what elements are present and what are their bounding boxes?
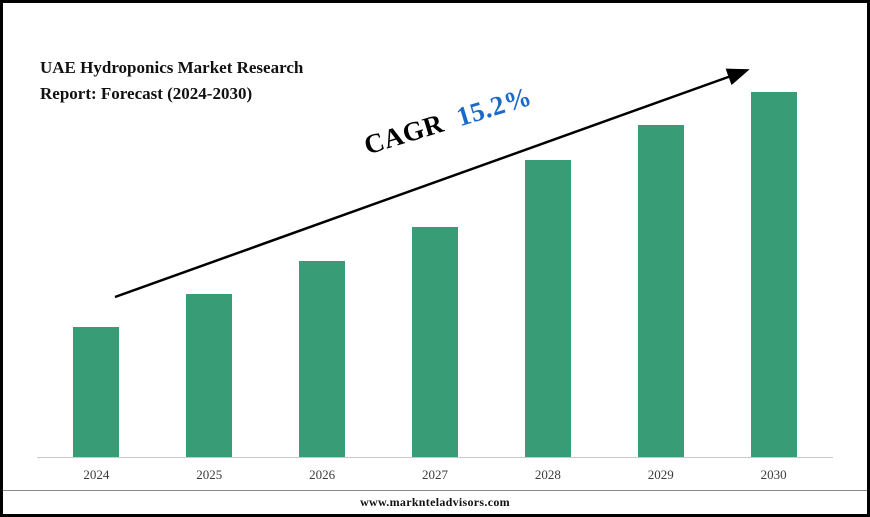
bar-2024	[73, 327, 120, 457]
x-tick-label: 2026	[309, 467, 336, 482]
bar-column	[379, 57, 492, 457]
x-axis-labels: 2024 2025 2026 2027 2028 2029 2030	[40, 467, 830, 483]
bar-2026	[299, 261, 346, 457]
bar-column	[604, 57, 717, 457]
bar-column	[266, 57, 379, 457]
bar-column	[153, 57, 266, 457]
x-tick-label: 2024	[83, 467, 110, 482]
bar-2027	[412, 227, 458, 457]
bar-2025	[186, 294, 233, 457]
x-tick-label: 2025	[196, 467, 223, 482]
bar-2029	[637, 125, 684, 457]
x-axis-line	[37, 457, 833, 458]
bar-2028	[524, 160, 571, 457]
x-tick-label: 2028	[534, 467, 561, 482]
bar-2030	[750, 92, 797, 457]
bar-column	[717, 57, 830, 457]
x-tick-label: 2030	[760, 467, 787, 482]
bar-column	[491, 57, 604, 457]
bar-column	[40, 57, 153, 457]
footer-url: www.marknteladvisors.com	[360, 495, 510, 509]
bar-chart	[40, 57, 830, 457]
footer: www.marknteladvisors.com	[3, 490, 867, 514]
x-tick-label: 2029	[647, 467, 674, 482]
x-tick-label: 2027	[422, 467, 448, 482]
